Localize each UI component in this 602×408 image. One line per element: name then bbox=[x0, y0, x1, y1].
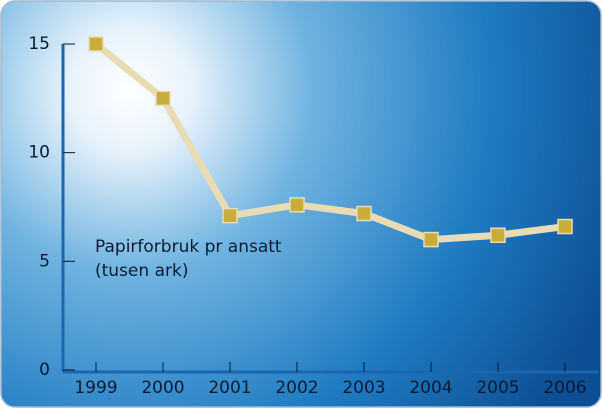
x-tick-label: 2003 bbox=[342, 378, 385, 398]
y-tick-label: 5 bbox=[39, 251, 50, 271]
marker bbox=[155, 90, 171, 107]
marker bbox=[222, 207, 238, 224]
marker bbox=[557, 218, 573, 235]
marker bbox=[490, 227, 506, 244]
marker bbox=[289, 197, 305, 213]
y-tick-label: 15 bbox=[28, 34, 50, 54]
marker bbox=[356, 205, 372, 222]
y-tick-label: 0 bbox=[39, 360, 50, 380]
y-tick-label: 10 bbox=[28, 143, 50, 163]
x-tick-label: 2004 bbox=[409, 378, 452, 398]
line bbox=[93, 41, 566, 244]
annotation: Papirforbruk pr ansatt bbox=[95, 237, 282, 257]
x-tick-label: 2001 bbox=[208, 378, 251, 398]
annotation: (tusen ark) bbox=[95, 261, 188, 281]
marker bbox=[88, 36, 104, 52]
x-tick-label: 2005 bbox=[476, 378, 519, 398]
axes bbox=[61, 44, 598, 374]
x-tick-label: 2000 bbox=[141, 378, 184, 398]
x-tick-label: 2006 bbox=[543, 378, 586, 398]
x-tick-label: 1999 bbox=[74, 378, 117, 398]
marker bbox=[423, 231, 439, 248]
x-tick-label: 2002 bbox=[275, 378, 318, 398]
